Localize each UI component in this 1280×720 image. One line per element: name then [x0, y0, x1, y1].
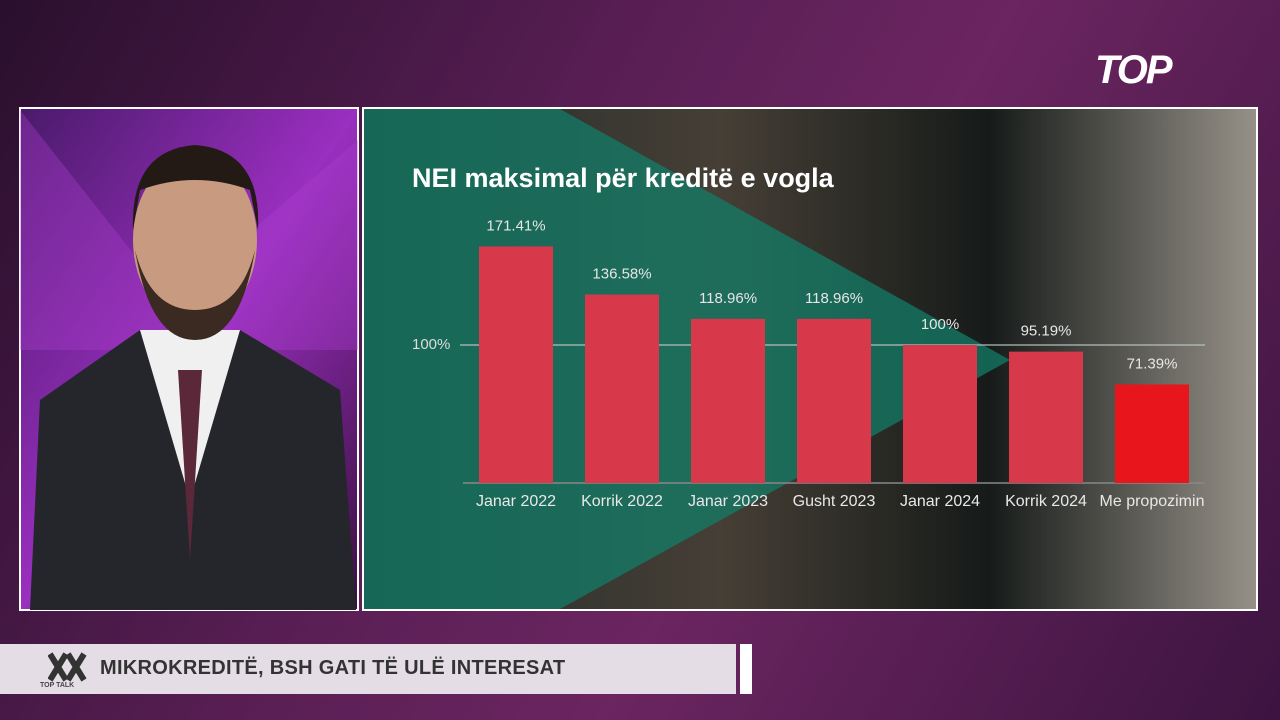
- bar: [903, 345, 977, 483]
- value-label: 100%: [921, 316, 959, 333]
- teal-overlay: [364, 109, 1010, 609]
- bar: [585, 294, 659, 483]
- bar: [797, 318, 871, 483]
- show-name: TOP TALK: [40, 682, 75, 689]
- x-tick-label: Gusht 2023: [792, 493, 876, 510]
- chart-title: NEI maksimal për kreditë e vogla: [412, 163, 835, 193]
- x-tick-label: Korrik 2024: [1005, 493, 1087, 510]
- x-tick-label: Janar 2023: [687, 493, 769, 510]
- presenter-face: [133, 155, 257, 325]
- presenter-hair: [132, 145, 259, 230]
- x-tick-label: Korrik 2022: [581, 493, 663, 510]
- ticker-accent: [740, 644, 752, 694]
- value-label: 71.39%: [1127, 355, 1178, 372]
- ticker: MIKROKREDITË, BSH GATI TË ULË INTERESAT: [0, 644, 736, 694]
- x-tick-label: Janar 2022: [475, 493, 557, 510]
- headline: MIKROKREDITË, BSH GATI TË ULË INTERESAT: [100, 657, 566, 679]
- x-tick-label: Janar 2024: [899, 493, 981, 510]
- bar: [1009, 351, 1083, 483]
- bar: [691, 318, 765, 483]
- value-label: 136.58%: [592, 265, 651, 282]
- presenter-tie: [178, 370, 202, 560]
- bar: [1115, 384, 1189, 483]
- bar: [479, 246, 553, 483]
- presenter-beard: [135, 250, 255, 340]
- value-label: 118.96%: [805, 290, 863, 307]
- value-label: 95.19%: [1021, 323, 1072, 340]
- studio-light: [20, 110, 358, 350]
- channel-logo: TOP: [1095, 48, 1173, 92]
- y-tick-label: 100%: [412, 336, 450, 353]
- value-label: 118.96%: [699, 290, 757, 307]
- x-tick-label: Me propozimin: [1099, 493, 1205, 510]
- show-logo-icon: [48, 652, 87, 682]
- value-label: 171.41%: [486, 217, 545, 234]
